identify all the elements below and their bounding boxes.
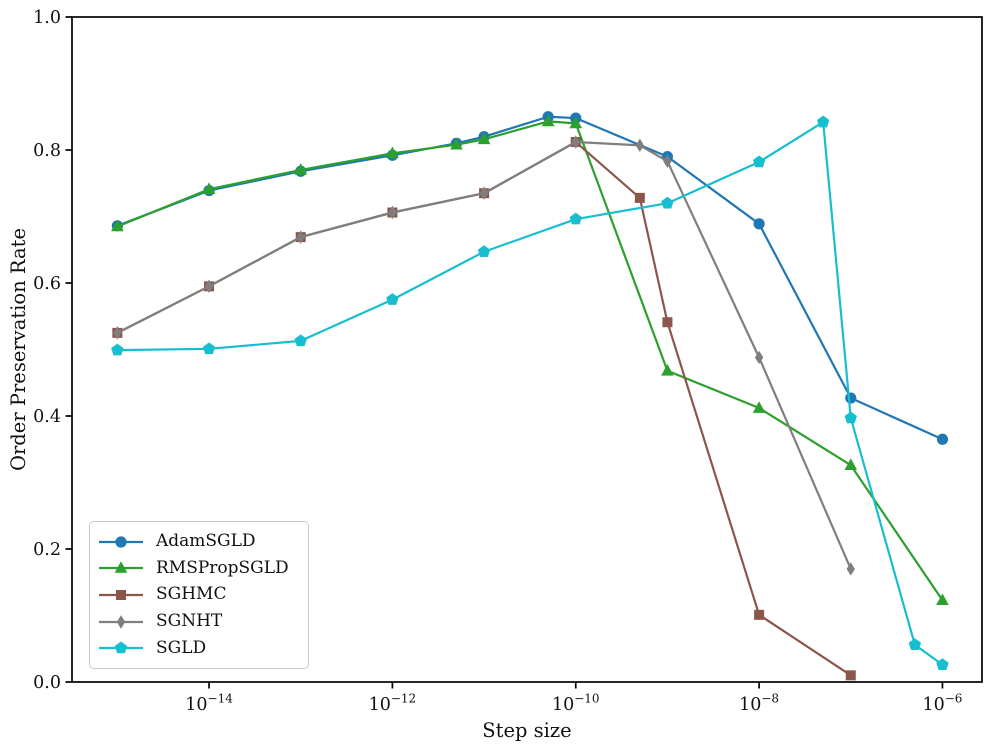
legend-marker	[116, 589, 126, 600]
series-rmspropsgld	[111, 114, 949, 606]
data-point-marker	[635, 138, 645, 153]
data-point-marker	[752, 401, 766, 413]
y-tick-label: 0.2	[33, 540, 61, 560]
series-line	[116, 115, 943, 441]
y-tick-label: 0.4	[33, 407, 61, 427]
y-tick-label: 0.6	[33, 274, 61, 294]
data-point-marker	[661, 196, 674, 209]
data-point-marker	[388, 205, 397, 220]
data-point-marker	[662, 317, 673, 328]
legend-entry-sgld: SGLD	[96, 638, 308, 658]
data-point-marker	[845, 392, 857, 404]
data-point-marker	[663, 154, 672, 169]
data-point-marker	[634, 192, 645, 203]
y-tick-label: 1.0	[33, 8, 61, 28]
legend-swatch-circle-icon	[99, 536, 143, 548]
series-line	[116, 140, 852, 570]
x-axis-label: Step size	[482, 719, 571, 742]
data-point-marker	[661, 363, 674, 376]
data-point-marker	[908, 638, 922, 651]
data-point-marker	[111, 219, 124, 232]
data-point-marker	[294, 334, 307, 347]
data-point-marker	[450, 137, 463, 150]
x-tick-label: 10−10	[552, 692, 600, 716]
legend-marker	[114, 561, 128, 574]
series-line	[117, 120, 944, 666]
data-point-marker	[477, 245, 491, 257]
data-point-marker	[844, 411, 857, 424]
legend-entry-adamsgld: AdamSGLD	[96, 532, 308, 552]
data-point-marker	[754, 350, 764, 365]
data-point-marker	[569, 212, 582, 225]
data-point-marker	[294, 163, 308, 175]
series-adamsgld	[111, 111, 949, 445]
legend-marker	[116, 614, 126, 629]
data-point-marker	[817, 115, 830, 128]
legend-swatch-diamond-icon	[99, 614, 143, 629]
data-point-marker	[936, 593, 949, 606]
x-tick-label: 10−8	[739, 692, 779, 716]
data-point-marker	[479, 186, 489, 200]
legend-label: SGLD	[156, 637, 207, 658]
x-tick-label: 10−12	[369, 692, 417, 716]
legend-swatch-square-icon	[99, 589, 143, 600]
legend-label: SGNHT	[156, 611, 223, 632]
data-point-marker	[204, 279, 214, 294]
data-point-marker	[844, 458, 858, 471]
y-axis-label: Order Preservation Rate	[7, 228, 30, 471]
data-point-marker	[936, 658, 949, 670]
legend-entry-rmspropsgld: RMSPropSGLD	[96, 558, 308, 578]
data-point-marker	[753, 218, 765, 230]
legend-label: SGHMC	[156, 584, 227, 605]
legend-swatch-triangle-up-icon	[99, 561, 143, 574]
legend-swatch-pentagon-icon	[99, 641, 143, 654]
legend-marker	[115, 536, 127, 548]
legend-entry-sghmc: SGHMC	[96, 585, 308, 605]
y-tick-label: 0.0	[33, 673, 61, 693]
series-sgld	[111, 115, 949, 670]
data-point-marker	[541, 114, 555, 127]
data-point-marker	[111, 343, 124, 356]
data-point-marker	[296, 230, 305, 244]
data-point-marker	[845, 670, 856, 681]
data-point-marker	[752, 155, 766, 168]
series-sgnht	[113, 135, 855, 576]
data-point-marker	[846, 562, 855, 576]
data-point-marker	[571, 135, 580, 149]
legend-label: AdamSGLD	[156, 531, 256, 552]
plot-frame	[71, 16, 983, 683]
y-tick-label: 0.8	[33, 141, 61, 161]
data-point-marker	[569, 116, 583, 129]
x-tick-label: 10−6	[922, 692, 962, 716]
legend: AdamSGLD RMSPropSGLD SGHMC SGNHT SGLD	[89, 521, 309, 669]
data-point-marker	[477, 132, 491, 145]
data-point-marker	[386, 146, 399, 159]
data-point-marker	[202, 342, 216, 355]
data-point-marker	[936, 433, 949, 445]
x-tick-label: 10−14	[185, 692, 233, 716]
data-point-marker	[754, 609, 765, 620]
data-point-marker	[202, 182, 216, 195]
legend-entry-sgnht: SGNHT	[96, 612, 308, 632]
legend-marker	[114, 641, 128, 654]
data-point-marker	[113, 326, 122, 340]
series-line	[116, 120, 944, 601]
legend-label: RMSPropSGLD	[156, 557, 289, 578]
data-point-marker	[386, 293, 399, 305]
